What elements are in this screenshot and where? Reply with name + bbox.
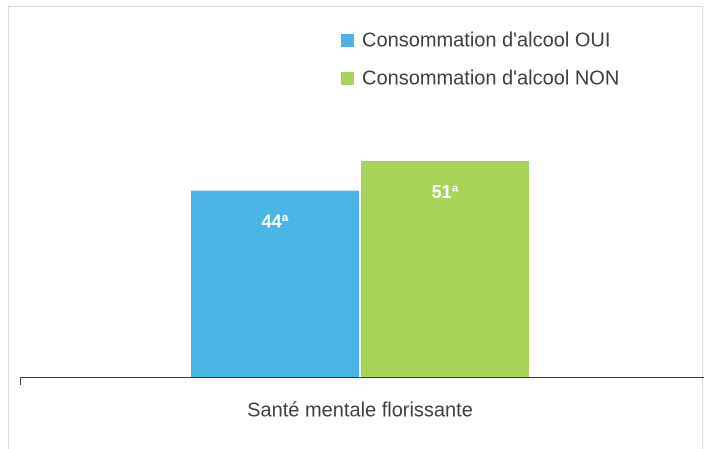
legend-label: Consommation d'alcool NON (362, 67, 619, 89)
x-tick-label: Santé mentale florissante (247, 399, 473, 421)
bar (191, 190, 359, 377)
legend-swatch (341, 72, 354, 85)
bar (361, 161, 529, 377)
legend-label: Consommation d'alcool OUI (362, 29, 610, 51)
data-label: 44ª (262, 211, 289, 231)
legend-swatch (341, 34, 354, 47)
data-label: 51ª (432, 182, 459, 202)
